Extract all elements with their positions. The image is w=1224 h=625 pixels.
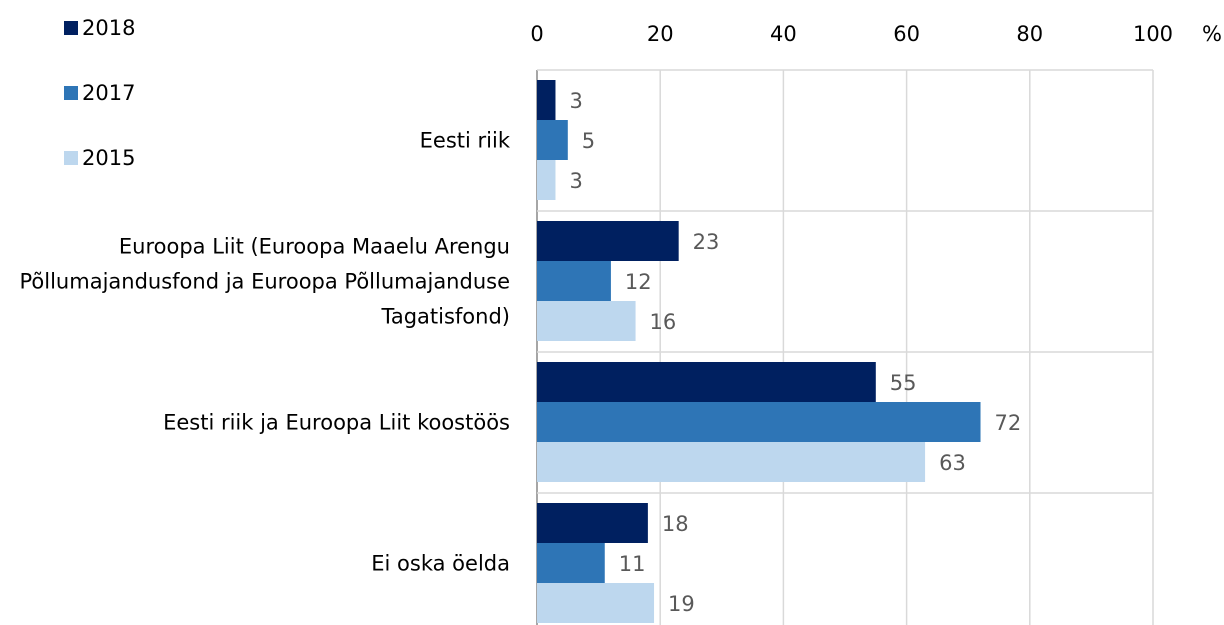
data-label: 55	[890, 371, 917, 395]
data-label: 63	[939, 451, 966, 475]
bar	[537, 543, 605, 583]
x-tick-label: 20	[647, 22, 674, 46]
bar	[537, 261, 611, 301]
x-tick-label: 0	[530, 22, 543, 46]
x-tick-label: 40	[770, 22, 797, 46]
bar	[537, 442, 926, 482]
bar	[537, 301, 636, 341]
category-label: Eesti riik ja Euroopa Liit koostöös	[163, 410, 510, 434]
x-unit: %	[1202, 22, 1222, 46]
bar	[537, 362, 876, 402]
bar	[537, 221, 679, 261]
bar	[537, 120, 568, 160]
legend-label: 2017	[82, 81, 135, 105]
data-label: 5	[582, 129, 595, 153]
data-label: 3	[569, 169, 582, 193]
x-tick-label: 60	[893, 22, 920, 46]
category-label: Ei oska öelda	[371, 551, 510, 575]
bar	[537, 160, 556, 200]
data-label: 19	[668, 592, 695, 616]
bar	[537, 503, 648, 543]
legend-label: 2015	[82, 146, 135, 170]
data-label: 16	[650, 310, 677, 334]
data-label: 72	[995, 411, 1022, 435]
legend-swatch	[64, 151, 78, 165]
category-label: Euroopa Liit (Euroopa Maaelu Arengu Põll…	[19, 234, 511, 328]
data-label: 12	[625, 270, 652, 294]
data-label: 18	[662, 512, 689, 536]
legend-swatch	[64, 86, 78, 100]
data-label: 3	[569, 89, 582, 113]
data-label: 23	[693, 230, 720, 254]
x-tick-label: 100	[1133, 22, 1173, 46]
bar	[537, 80, 556, 120]
x-tick-label: 80	[1016, 22, 1043, 46]
category-label: Eesti riik	[419, 128, 510, 152]
data-label: 11	[619, 552, 646, 576]
bar	[537, 402, 981, 442]
bar	[537, 583, 655, 623]
legend-swatch	[64, 21, 78, 35]
legend-label: 2018	[82, 16, 135, 40]
